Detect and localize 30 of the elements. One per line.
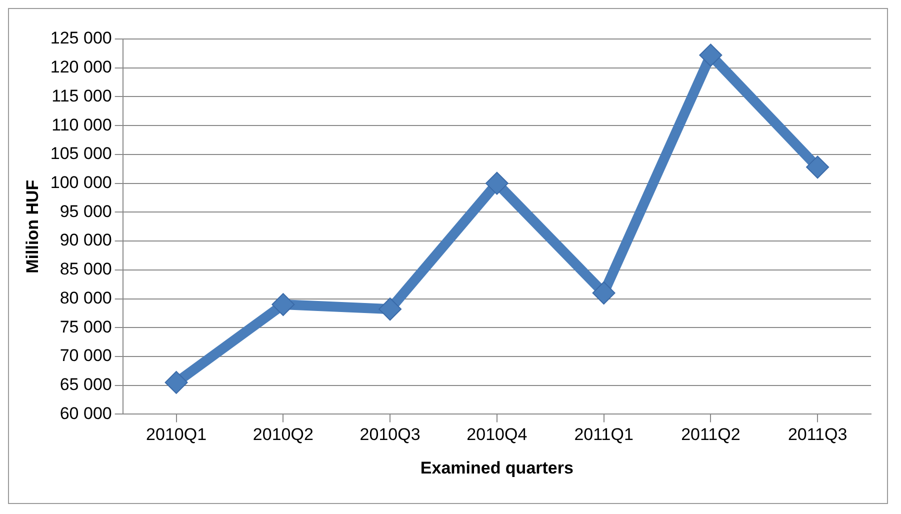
x-tick-label: 2010Q2 xyxy=(252,425,314,444)
y-tick-label: 105 000 xyxy=(50,144,112,164)
y-tick-label: 85 000 xyxy=(60,260,112,279)
point xyxy=(164,370,188,394)
y-axis-title: Million HUF xyxy=(22,180,42,274)
y-tick-label: 90 000 xyxy=(60,230,112,250)
x-tick-label: 2010Q4 xyxy=(466,425,528,444)
y-tick-label: 80 000 xyxy=(60,288,112,308)
y-tick-label: 95 000 xyxy=(60,202,112,221)
y-tick-label: 75 000 xyxy=(60,317,112,336)
x-tick-label: 2011Q3 xyxy=(788,425,848,444)
y-tick-label: 110 000 xyxy=(52,115,112,134)
y-tick-label: 70 000 xyxy=(60,346,112,366)
y-tick-label: 60 000 xyxy=(60,404,112,423)
x-tick-label: 2010Q3 xyxy=(360,425,420,444)
point xyxy=(592,281,616,304)
y-tick-label: 125 000 xyxy=(50,28,112,48)
x-axis-title: Examined quarters xyxy=(420,458,574,478)
x-tick-label: 2011Q2 xyxy=(681,425,740,444)
y-tick-label: 115 000 xyxy=(52,86,112,106)
y-tick-label: 100 000 xyxy=(50,172,112,192)
x-tick-label: 2010Q1 xyxy=(146,425,207,444)
x-tick-label: 2011Q1 xyxy=(574,425,634,444)
point xyxy=(699,44,722,67)
y-tick-label: 120 000 xyxy=(50,58,112,77)
point xyxy=(806,156,830,179)
point xyxy=(485,172,508,195)
point xyxy=(378,298,402,321)
y-tick-label: 65 000 xyxy=(60,375,112,394)
point xyxy=(272,293,295,316)
